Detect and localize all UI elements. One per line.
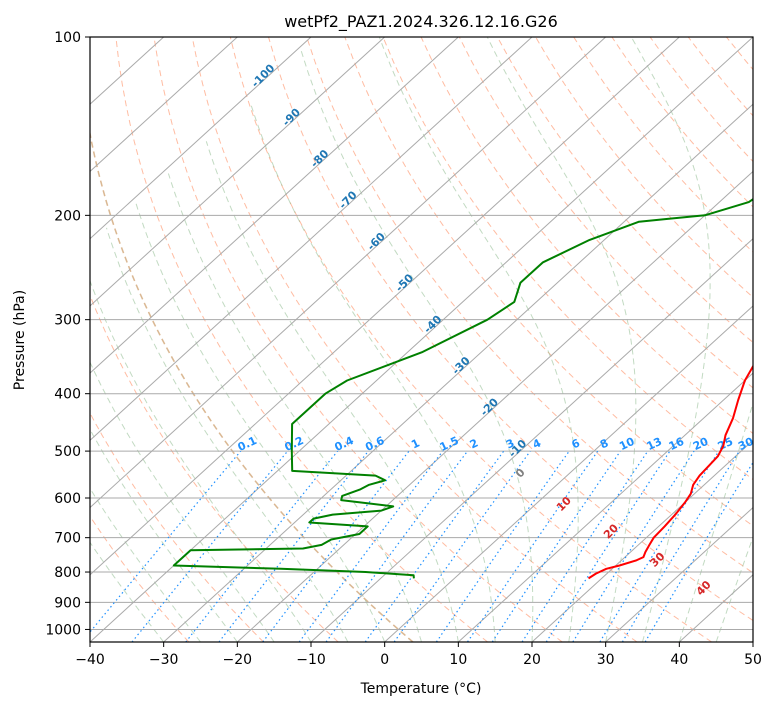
isotherm-line	[90, 37, 238, 173]
moist-adiabat-line	[486, 37, 637, 642]
dry-adiabat-line	[382, 37, 753, 481]
isotherm-line	[236, 170, 753, 642]
y-tick-label: 300	[54, 313, 81, 329]
isotherm-line	[310, 237, 753, 642]
y-axis-label: Pressure (hPa)	[12, 290, 28, 390]
dewpoint-profile-line	[172, 198, 753, 579]
temperature-profile-line	[587, 364, 753, 580]
isotherm-line	[90, 37, 753, 642]
moist-adiabat-line	[90, 487, 201, 642]
y-tick-label: 900	[54, 595, 81, 611]
mixing-ratio-line	[262, 450, 410, 642]
x-tick-label: −30	[149, 652, 179, 668]
isotherm-gridlines	[90, 37, 753, 642]
mixing-ratio-line	[491, 450, 621, 642]
isotherm-line	[90, 37, 680, 576]
y-axis-ticks: 1000 900 800 700 600 500 400 300 200 100	[45, 30, 90, 638]
y-tick-label: 200	[54, 208, 81, 224]
y-tick-label: 600	[54, 491, 81, 507]
dry-adiabats	[90, 37, 753, 642]
mixing-ratio-label: 20	[691, 435, 711, 453]
moist-adiabat-line	[300, 49, 534, 642]
dry-adiabat-highlight	[90, 129, 414, 642]
isotherm-line	[90, 37, 533, 442]
sounding-series	[172, 198, 753, 580]
y-tick-label: 1000	[45, 622, 81, 638]
dry-adiabat-line	[90, 412, 264, 642]
isotherm-line	[384, 305, 753, 642]
mixing-ratio-label: 30	[736, 435, 756, 453]
x-tick-label: 50	[744, 652, 762, 668]
isotherm-line	[163, 103, 753, 642]
x-tick-label: −20	[223, 652, 253, 668]
moist-adiabat-line	[630, 37, 711, 642]
x-axis-ticks: −40 −30 −20 −10 0 10 20 30 40 50	[75, 642, 762, 668]
plot-area: -100-90-80-70-60-50-40-30-20-100.1 0.2 0.4…	[90, 37, 756, 642]
y-tick-label: 100	[54, 30, 81, 46]
plot-frame	[89, 36, 754, 643]
dry-adiabat-line	[90, 515, 190, 642]
dry-adiabat-line	[115, 37, 488, 642]
isotherm-line	[457, 372, 753, 642]
isotherm-line	[90, 37, 312, 240]
x-axis-label: Temperature (°C)	[360, 681, 482, 697]
x-tick-label: 40	[670, 652, 688, 668]
mixing-ratio-line	[621, 450, 740, 642]
mixing-ratio-line	[572, 450, 695, 642]
dry-adiabat-line	[496, 37, 753, 344]
x-tick-label: 20	[523, 652, 541, 668]
mixing-ratio-lines	[90, 450, 753, 642]
dry-adiabat-line	[535, 37, 753, 298]
dry-adiabat-line	[191, 37, 638, 642]
moist-adiabat-line	[90, 361, 275, 642]
x-tick-label: −10	[296, 652, 326, 668]
moist-adiabat-line	[90, 428, 238, 642]
x-tick-label: 30	[597, 652, 615, 668]
isotherm-line	[605, 506, 753, 642]
moist-adiabat-line	[250, 104, 496, 642]
y-tick-label: 700	[54, 531, 81, 547]
dry-adiabat-line	[268, 37, 753, 622]
isotherm-line	[90, 37, 459, 374]
isotherm-line	[90, 37, 607, 509]
moist-adiabat-line	[378, 37, 579, 642]
mixing-ratio-line	[131, 450, 289, 642]
isotherm-line	[90, 37, 386, 307]
mixing-ratio-label: 13	[645, 435, 664, 453]
moist-adiabat-line	[678, 401, 753, 642]
mixing-ratio-line	[466, 450, 599, 642]
mixing-ratio-line	[545, 450, 671, 642]
x-tick-label: 0	[380, 652, 389, 668]
y-tick-label: 400	[54, 387, 81, 403]
mixing-ratio-line	[644, 461, 753, 642]
isotherm-line	[531, 439, 753, 642]
dry-adiabat-line	[153, 37, 563, 642]
mixing-ratio-line	[393, 450, 531, 642]
mixing-ratio-line	[521, 450, 649, 642]
moist-adiabat-line	[90, 279, 312, 642]
mixing-ratio-label: 25	[716, 435, 735, 453]
mixing-ratio-label: 16	[667, 435, 687, 453]
mixing-ratio-line	[185, 450, 339, 642]
dry-adiabat-line	[90, 293, 339, 642]
y-tick-label: 800	[54, 565, 81, 581]
x-tick-label: 10	[449, 652, 467, 668]
moist-adiabat-line	[135, 201, 386, 642]
y-tick-label: 500	[54, 444, 81, 460]
moist-adiabat-line	[715, 535, 753, 642]
mixing-ratio-line	[599, 450, 720, 642]
mixing-ratio-label: 10	[617, 435, 637, 453]
dry-adiabat-line	[306, 37, 753, 574]
x-tick-label: −40	[75, 652, 105, 668]
mixing-ratio-line	[435, 450, 570, 642]
chart-title: wetPf2_PAZ1.2024.326.12.16.G26	[284, 12, 558, 32]
moist-adiabat-line	[90, 541, 165, 642]
